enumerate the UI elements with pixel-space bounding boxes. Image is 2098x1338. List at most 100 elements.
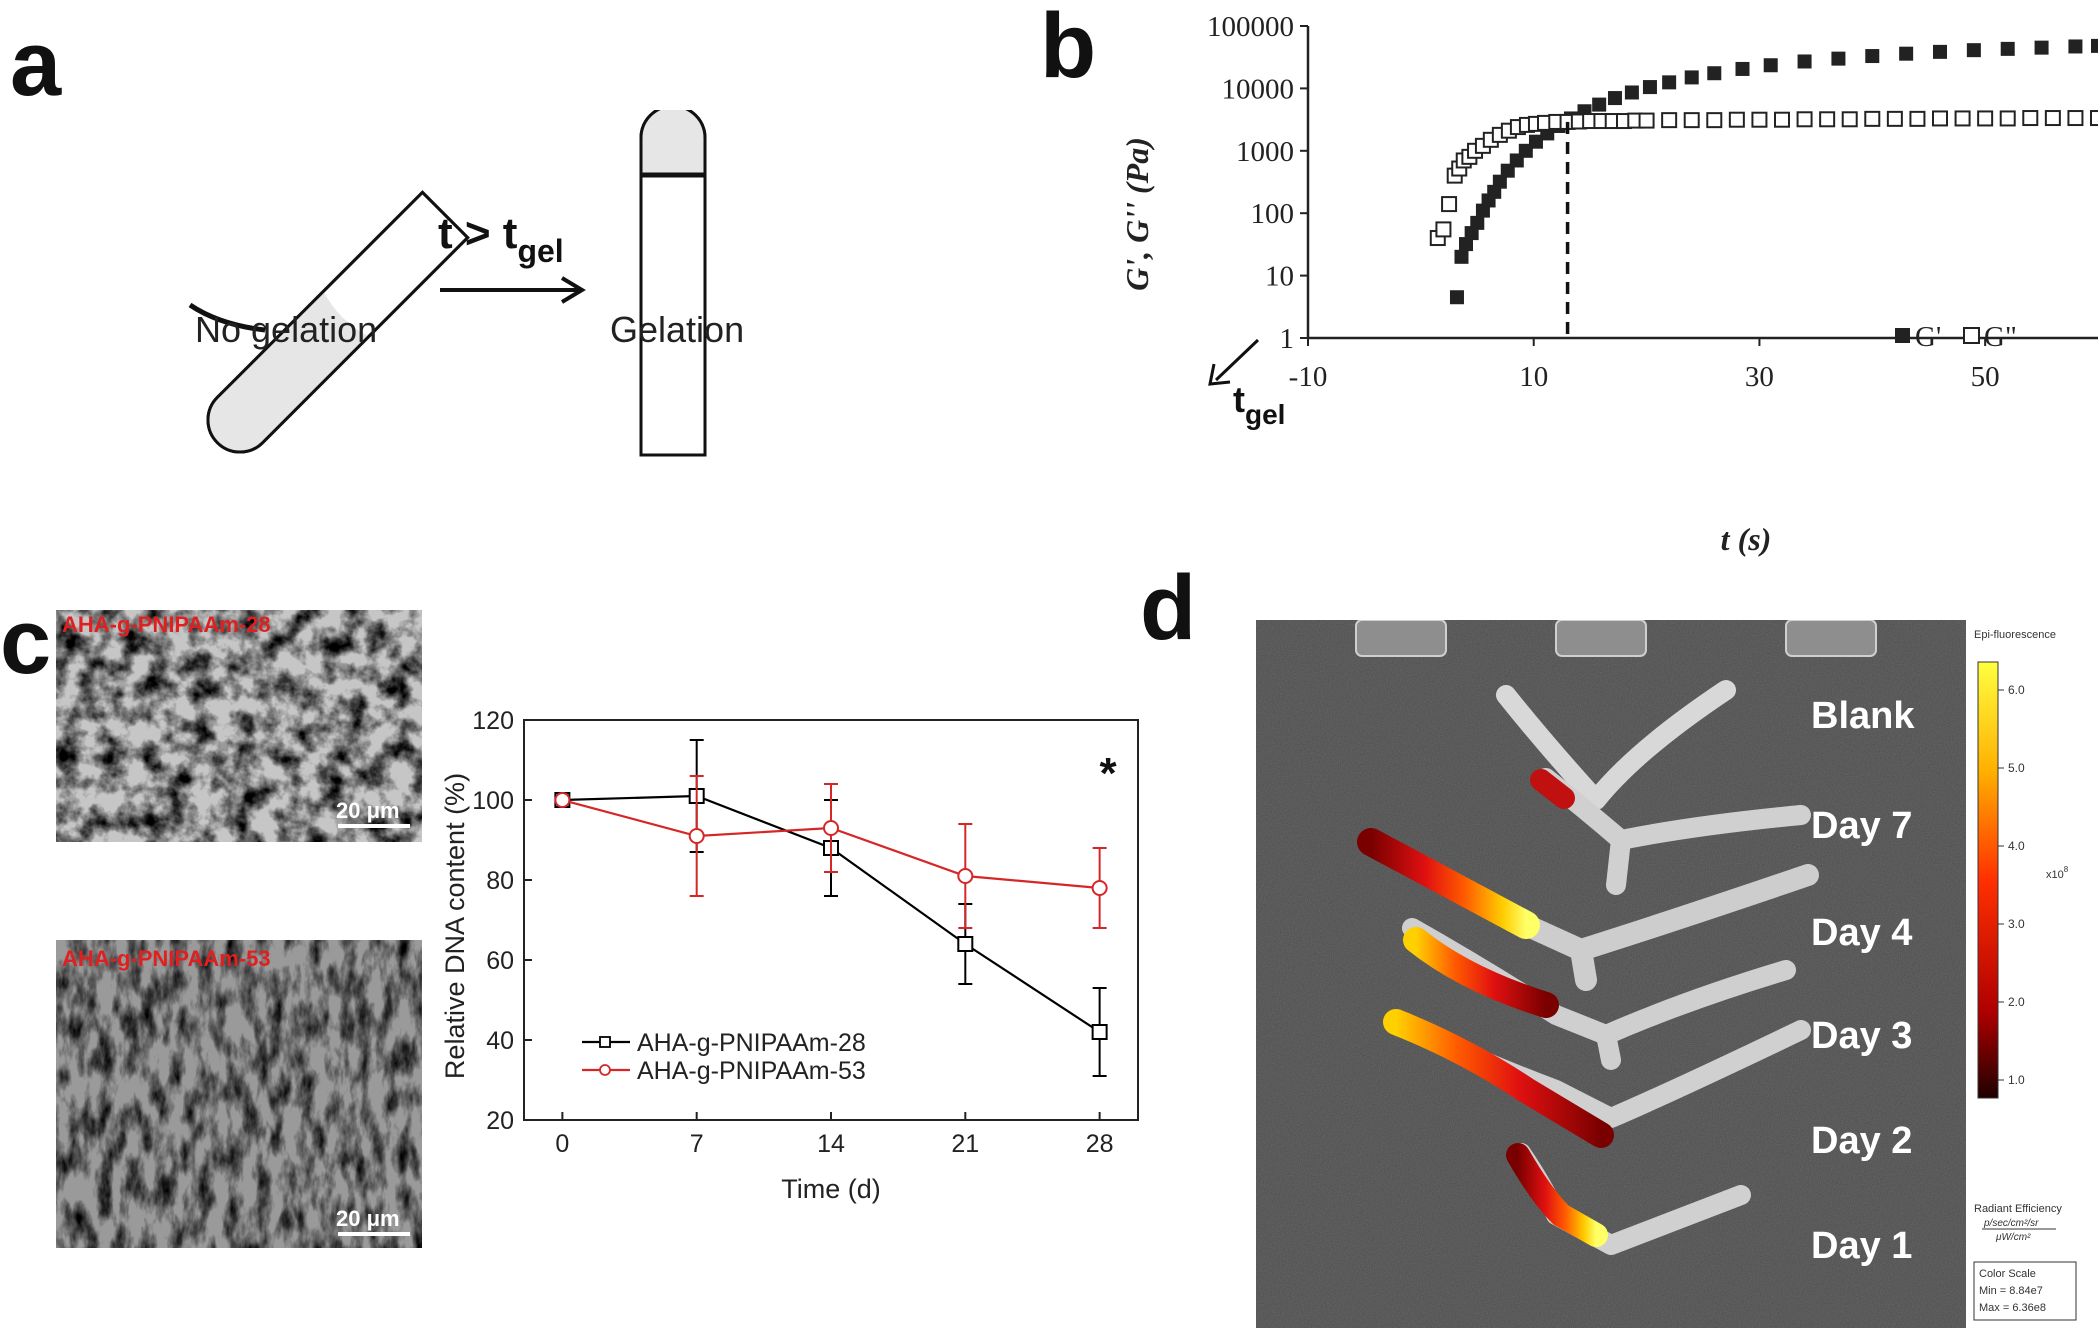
arrow-head-icon xyxy=(560,276,586,304)
tilted-tube-icon xyxy=(206,190,470,454)
panel-a-schematic: t > tgel No gelation Gelation xyxy=(188,110,744,457)
fluorescence-image: Blank Day 7 Day 4 Day 3 Day 2 Day 1 Epi-fluor… xyxy=(1256,620,2086,1328)
y-tick-label: 60 xyxy=(486,947,514,975)
no-gelation-caption: No gelation xyxy=(195,309,377,350)
day-labels: Blank Day 7 Day 4 Day 3 Day 2 Day 1 xyxy=(1811,695,1915,1267)
x-tick-label: 28 xyxy=(1086,1130,1114,1158)
scale-bar-bottom-label: 20 μm xyxy=(336,1206,400,1231)
gprime-point xyxy=(1470,215,1485,230)
gdoubleprime-point xyxy=(1819,111,1836,128)
gdoubleprime-point xyxy=(1441,196,1458,213)
scale-bar-top-label: 20 μm xyxy=(336,798,400,823)
x-tick-label: 14 xyxy=(817,1130,845,1158)
y-tick-label: 100 xyxy=(1251,198,1295,230)
tgel-arrow-line xyxy=(1214,338,1260,382)
radiant-label: Radiant Efficiency xyxy=(1974,1203,2062,1215)
gprime-point xyxy=(2000,41,2015,56)
rheology-marks xyxy=(1429,38,2098,305)
gdoubleprime-point xyxy=(1661,112,1678,129)
legend-gprime-marker xyxy=(1895,328,1910,343)
gprime-point xyxy=(1684,70,1699,85)
legend-marker xyxy=(599,1036,611,1048)
data-point-circle xyxy=(957,868,974,884)
color-scale-max: Max = 6.36e8 xyxy=(1979,1302,2046,1314)
row-label-day-7: Day 7 xyxy=(1811,805,1912,847)
data-point-circle xyxy=(688,828,705,844)
x-tick-label: -10 xyxy=(1289,361,1328,393)
row-label-day-4: Day 4 xyxy=(1811,912,1912,954)
gdoubleprime-point xyxy=(1886,110,1903,127)
tgel-label: tgel xyxy=(1233,379,1285,430)
colorbar-tick-label: 4.0 xyxy=(2008,839,2025,853)
gprime-point xyxy=(1899,46,1914,61)
gdoubleprime-point xyxy=(1999,110,2016,127)
gdoubleprime-point xyxy=(1683,112,1700,129)
gdoubleprime-point xyxy=(1954,110,1971,127)
y-tick-label: 40 xyxy=(486,1027,514,1055)
gprime-point xyxy=(1459,237,1473,252)
gprime-point xyxy=(1763,58,1778,73)
significance-asterisk: * xyxy=(1099,749,1117,798)
gprime-point xyxy=(1642,80,1657,95)
y-tick-label: 100000 xyxy=(1207,11,1294,43)
liquid-meniscus xyxy=(188,302,266,333)
gdoubleprime-point xyxy=(2044,110,2061,127)
row-label-day-1: Day 1 xyxy=(1811,1225,1912,1267)
colorbar-ticks: 6.0 5.0 4.0 3.0 2.0 1.0 xyxy=(1998,683,2025,1087)
sample-blank xyxy=(1496,680,1736,810)
panel-letter-a: a xyxy=(10,13,62,115)
dna-ylabel: Relative DNA content (%) xyxy=(440,773,470,1079)
gdoubleprime-point xyxy=(1909,110,1926,127)
y-tick-label: 1000 xyxy=(1236,136,1294,168)
sem-top-label: AHA-g-PNIPAAm-28 xyxy=(62,612,271,637)
gprime-point xyxy=(1797,54,1812,69)
color-scale-box xyxy=(1973,1261,2077,1321)
panel-letter-d: d xyxy=(1140,557,1197,659)
gdoubleprime-point xyxy=(1774,111,1790,128)
gdoubleprime-point xyxy=(1932,110,1948,127)
legend-label-2: AHA-g-PNIPAAm-53 xyxy=(637,1057,866,1085)
y-tick-label: 10 xyxy=(1265,261,1294,293)
color-scale-title: Color Scale xyxy=(1979,1268,2036,1280)
row-label-day-3: Day 3 xyxy=(1811,1015,1912,1057)
gdoubleprime-point xyxy=(1435,221,1452,238)
color-scale-min: Min = 8.84e7 xyxy=(1979,1285,2043,1297)
gprime-point xyxy=(1449,290,1464,305)
gprime-point xyxy=(1607,91,1622,106)
x-tick-label: 10 xyxy=(1519,361,1548,393)
gprime-point xyxy=(2068,39,2083,54)
legend-gdoubleprime-label: G" xyxy=(1984,321,2017,353)
colorbar-tick-label: 5.0 xyxy=(2008,761,2025,775)
gdoubleprime-point xyxy=(1706,112,1723,129)
gelation-caption: Gelation xyxy=(610,309,744,350)
y-tick-label: 10000 xyxy=(1222,73,1295,105)
tgel-arrow-head-icon xyxy=(1208,363,1231,386)
gprime-point xyxy=(1831,51,1846,66)
x-tick-label: 50 xyxy=(1971,361,2000,393)
radiant-units-num: p/sec/cm²/sr xyxy=(1983,1218,2039,1229)
x-tick-label: 0 xyxy=(555,1130,569,1158)
legend-gprime-label: G' xyxy=(1915,321,1941,353)
vials xyxy=(1355,620,1877,657)
legend-label-1: AHA-g-PNIPAAm-28 xyxy=(637,1029,866,1057)
gprime-point xyxy=(1454,249,1469,264)
gdoubleprime-point xyxy=(1728,111,1745,128)
gprime-point xyxy=(1662,75,1677,90)
data-point-circle xyxy=(1091,880,1108,896)
colorbar-title: Epi-fluorescence xyxy=(1974,629,2056,641)
signal-day3 xyxy=(1403,927,1559,1018)
gdoubleprime-point xyxy=(2022,110,2039,127)
colorbar-tick-label: 1.0 xyxy=(2008,1073,2025,1087)
signal-day1 xyxy=(1506,1143,1608,1247)
x-tick-label: 21 xyxy=(951,1130,979,1158)
colorbar xyxy=(1977,661,1999,1099)
gdoubleprime-point xyxy=(1864,110,1881,127)
gdoubleprime-point xyxy=(1751,111,1768,128)
colorbar-tick-label: 2.0 xyxy=(2008,995,2025,1009)
y-tick-label: 1 xyxy=(1280,323,1295,355)
upright-tube-icon xyxy=(639,110,707,457)
gprime-point xyxy=(1492,174,1507,189)
data-point-square xyxy=(1091,1024,1108,1040)
dna-content-chart: 20 40 60 80 100 120 0 7 14 21 28 * AHA-g-PNIPAAm-2… xyxy=(440,707,1139,1204)
